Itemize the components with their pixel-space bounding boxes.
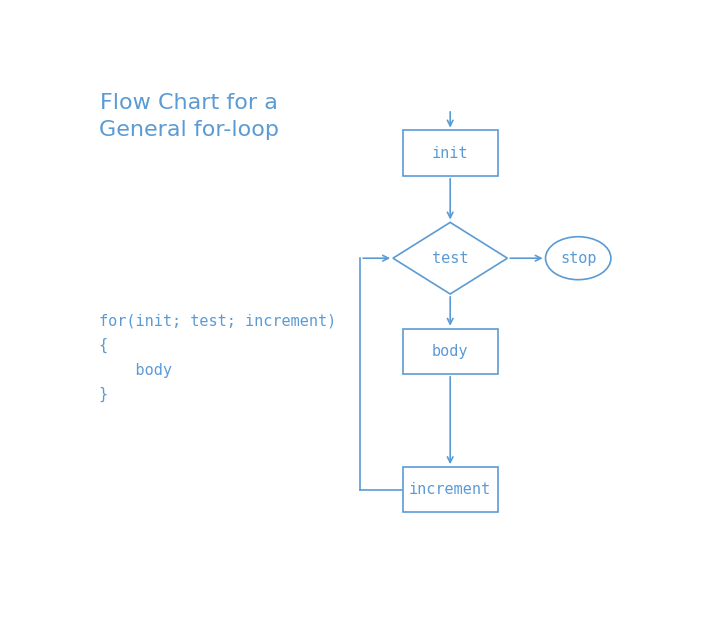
Text: for(init; test; increment)
{
    body
}: for(init; test; increment) { body } <box>98 313 336 402</box>
Text: increment: increment <box>409 482 491 497</box>
Text: Flow Chart for a
General for-loop: Flow Chart for a General for-loop <box>98 94 278 140</box>
FancyBboxPatch shape <box>403 467 498 512</box>
Text: test: test <box>432 250 468 266</box>
FancyBboxPatch shape <box>403 329 498 374</box>
FancyBboxPatch shape <box>403 130 498 176</box>
Text: stop: stop <box>560 250 596 266</box>
Ellipse shape <box>546 237 611 280</box>
Polygon shape <box>393 223 508 294</box>
Text: body: body <box>432 344 468 359</box>
Text: init: init <box>432 146 468 161</box>
